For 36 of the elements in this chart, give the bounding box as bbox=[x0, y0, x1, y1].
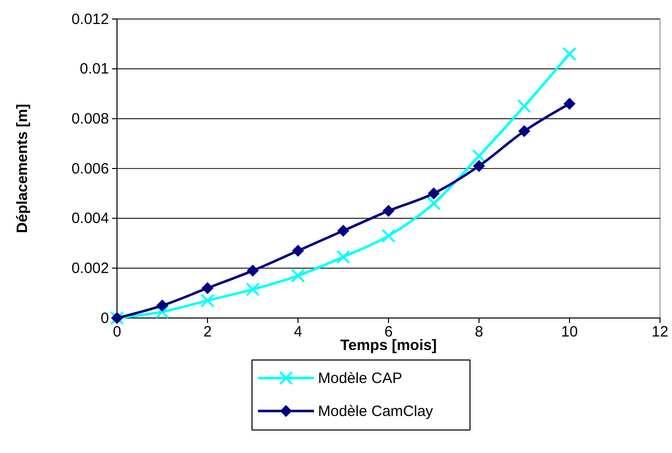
x-tick-label: 4 bbox=[294, 324, 302, 341]
y-tick-label: 0.002 bbox=[71, 260, 109, 277]
x-tick-label: 2 bbox=[203, 324, 212, 341]
point bbox=[473, 160, 485, 172]
point bbox=[562, 46, 576, 61]
point bbox=[518, 125, 530, 138]
point bbox=[382, 228, 396, 243]
point bbox=[428, 187, 440, 200]
x-tick-label: 12 bbox=[652, 324, 668, 341]
point bbox=[472, 149, 486, 164]
point bbox=[336, 250, 350, 264]
point bbox=[156, 300, 168, 312]
point bbox=[382, 204, 394, 217]
point bbox=[155, 304, 170, 319]
legend-label: Modèle CamClay bbox=[318, 403, 434, 420]
point bbox=[200, 294, 214, 308]
y-tick-label: 0.006 bbox=[71, 160, 109, 178]
point bbox=[426, 196, 441, 210]
point bbox=[246, 282, 260, 296]
point bbox=[291, 268, 305, 283]
y-tick-label: 0.01 bbox=[80, 60, 109, 78]
point bbox=[517, 99, 532, 114]
point bbox=[246, 264, 259, 277]
point bbox=[564, 98, 576, 110]
x-tick-label: 8 bbox=[474, 324, 484, 341]
y-axis-title: Déplacements [m] bbox=[14, 104, 31, 234]
point bbox=[337, 224, 350, 237]
x-tick-label: 0 bbox=[112, 324, 122, 341]
y-tick-label: 0 bbox=[100, 310, 109, 327]
point bbox=[292, 244, 304, 257]
x-tick-label: 10 bbox=[561, 324, 578, 341]
y-tick-label: 0.008 bbox=[71, 110, 109, 128]
legend-label: Modèle CAP bbox=[318, 370, 402, 387]
y-tick-label: 0.004 bbox=[71, 210, 109, 228]
point bbox=[202, 282, 214, 294]
y-tick-label: 0.012 bbox=[71, 10, 109, 28]
